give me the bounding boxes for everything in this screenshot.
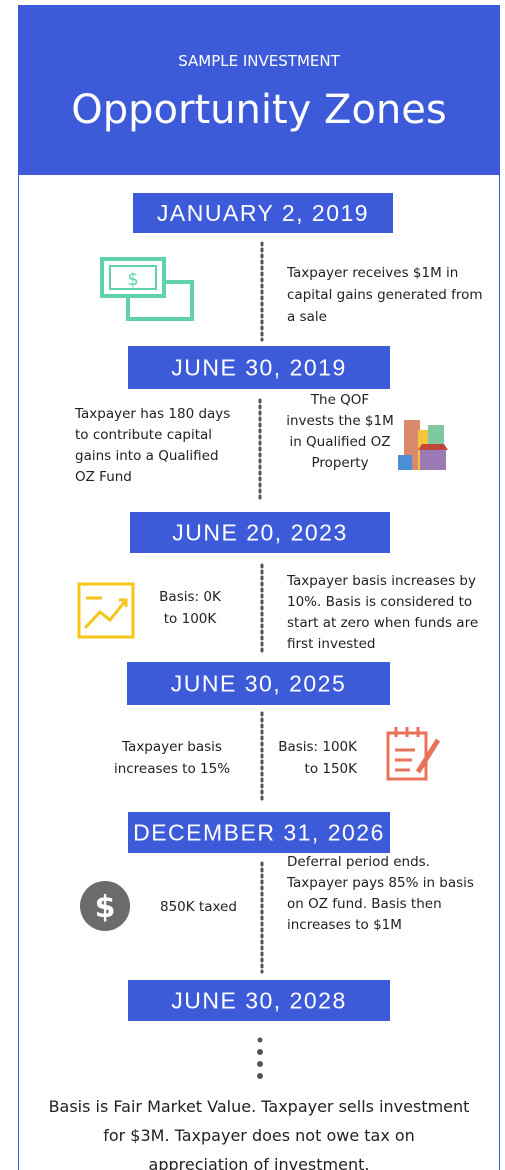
left-text: Taxpayer basis increases to 15% bbox=[114, 739, 230, 777]
right-text: Taxpayer receives $1M in capital gains ge… bbox=[286, 265, 483, 325]
text-line: in Qualified OZ bbox=[289, 434, 390, 450]
header-background bbox=[18, 5, 500, 175]
text-line: start at zero when funds are bbox=[287, 615, 478, 631]
text-line: Property bbox=[311, 455, 368, 471]
date-label: JUNE 30, 2019 bbox=[171, 355, 346, 381]
text-line: to 100K bbox=[164, 611, 218, 627]
text-line: The QOF bbox=[310, 392, 369, 408]
text-line: Taxpayer receives $1M in bbox=[286, 265, 458, 281]
date-label: DECEMBER 31, 2026 bbox=[133, 820, 385, 846]
date-banner bbox=[133, 193, 393, 233]
right-text: Taxpayer basis increases by 10%. Basis is… bbox=[286, 573, 478, 652]
text-line: to contribute capital bbox=[75, 427, 212, 443]
text-line: to 150K bbox=[305, 761, 359, 777]
text-line: Basis: 0K bbox=[159, 589, 222, 605]
text-line: increases to $1M bbox=[287, 917, 402, 933]
header-kicker: SAMPLE INVESTMENT bbox=[178, 52, 340, 70]
buildings-icon bbox=[398, 420, 448, 470]
notepad-icon bbox=[386, 727, 441, 781]
text-line: on OZ fund. Basis then bbox=[287, 896, 442, 912]
text-line: appreciation of investment. bbox=[149, 1155, 370, 1170]
text-line: first invested bbox=[287, 636, 375, 652]
date-banner bbox=[130, 512, 390, 553]
text-line: 10%. Basis is considered to bbox=[287, 594, 472, 610]
date-banner bbox=[128, 812, 390, 853]
text-line: a sale bbox=[287, 309, 327, 325]
date-label: JUNE 30, 2028 bbox=[171, 988, 346, 1014]
right-text: Basis: 100K to 150K bbox=[278, 739, 358, 777]
conclusion-text: Basis is Fair Market Value. Taxpayer sel… bbox=[49, 1097, 470, 1170]
date-banner bbox=[128, 980, 390, 1021]
left-text: Taxpayer has 180 days to contribute capit… bbox=[74, 406, 230, 485]
text-line: Taxpayer has 180 days bbox=[74, 406, 230, 422]
right-text: The QOF invests the $1M in Qualified OZ Pro… bbox=[286, 392, 394, 471]
text-line: capital gains generated from bbox=[287, 287, 483, 303]
text-line: gains into a Qualified bbox=[75, 448, 219, 464]
date-label: JUNE 30, 2025 bbox=[171, 671, 346, 697]
text-line: increases to 15% bbox=[114, 761, 230, 777]
left-text: 850K taxed bbox=[160, 899, 237, 915]
left-text: Basis: 0K to 100K bbox=[159, 589, 222, 627]
dollar-icon: $ bbox=[80, 881, 130, 931]
text-line: for $3M. Taxpayer does not owe tax on bbox=[103, 1126, 415, 1145]
text-line: Taxpayer pays 85% in basis bbox=[286, 875, 474, 891]
svg-text:$: $ bbox=[95, 890, 116, 925]
text-line: invests the $1M bbox=[286, 413, 394, 429]
date-label: JANUARY 2, 2019 bbox=[157, 200, 369, 226]
growth-chart-icon bbox=[77, 582, 135, 639]
text-line: Basis is Fair Market Value. Taxpayer sel… bbox=[49, 1097, 470, 1116]
end-dots bbox=[257, 1037, 263, 1079]
text-line: Basis: 100K bbox=[278, 739, 358, 755]
date-banner bbox=[127, 662, 390, 705]
text-line: 850K taxed bbox=[160, 899, 237, 915]
date-banner bbox=[128, 346, 390, 389]
text-line: OZ Fund bbox=[75, 469, 132, 485]
right-text: Deferral period ends. Taxpayer pays 85% i… bbox=[286, 854, 474, 933]
text-line: Deferral period ends. bbox=[287, 854, 430, 870]
money-icon: $ bbox=[100, 257, 194, 321]
date-label: JUNE 20, 2023 bbox=[172, 520, 347, 546]
text-line: Taxpayer basis bbox=[121, 739, 222, 755]
svg-text:$: $ bbox=[127, 269, 138, 290]
text-line: Taxpayer basis increases by bbox=[286, 573, 476, 589]
header-title: Opportunity Zones bbox=[71, 87, 446, 133]
